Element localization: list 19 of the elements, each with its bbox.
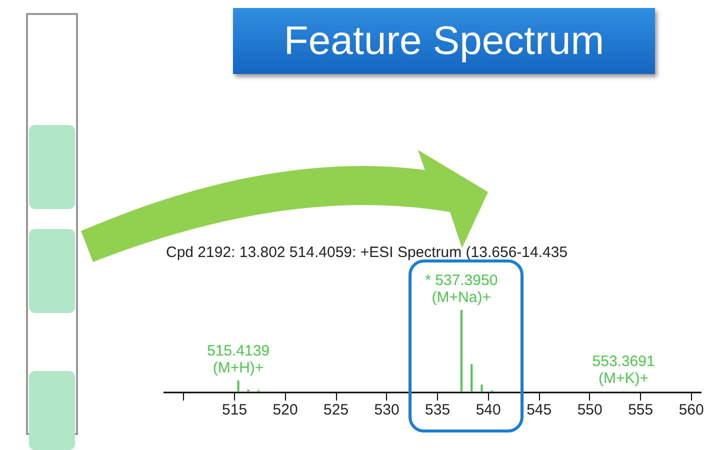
x-tick-label: 535 (425, 402, 450, 418)
x-tick-label: 515 (222, 402, 248, 418)
chart-subtitle: Cpd 2192: 13.802 514.4059: +ESI Spectrum (13.656-14.435 (166, 244, 568, 261)
x-tick-label: 540 (476, 402, 501, 418)
x-tick-label: 560 (678, 402, 704, 418)
x-tick-label: 545 (526, 402, 552, 418)
bar (470, 364, 473, 392)
annotation: * 537.3950 (M+Na)+ (425, 272, 498, 306)
annotation: 553.3691 (M+K)+ (592, 353, 655, 388)
x-tick-label: 520 (272, 402, 298, 418)
chart-title: Feature Spectrum (233, 8, 655, 74)
bar (237, 380, 240, 392)
annotation: 515.4139 (M+H)+ (206, 342, 270, 377)
x-tick-label: 555 (628, 402, 654, 418)
x-tick-label: 530 (374, 402, 400, 418)
bar (460, 310, 462, 392)
x-tick-label: 550 (577, 402, 602, 418)
x-tick-label: 525 (324, 402, 349, 418)
bar (480, 384, 483, 392)
